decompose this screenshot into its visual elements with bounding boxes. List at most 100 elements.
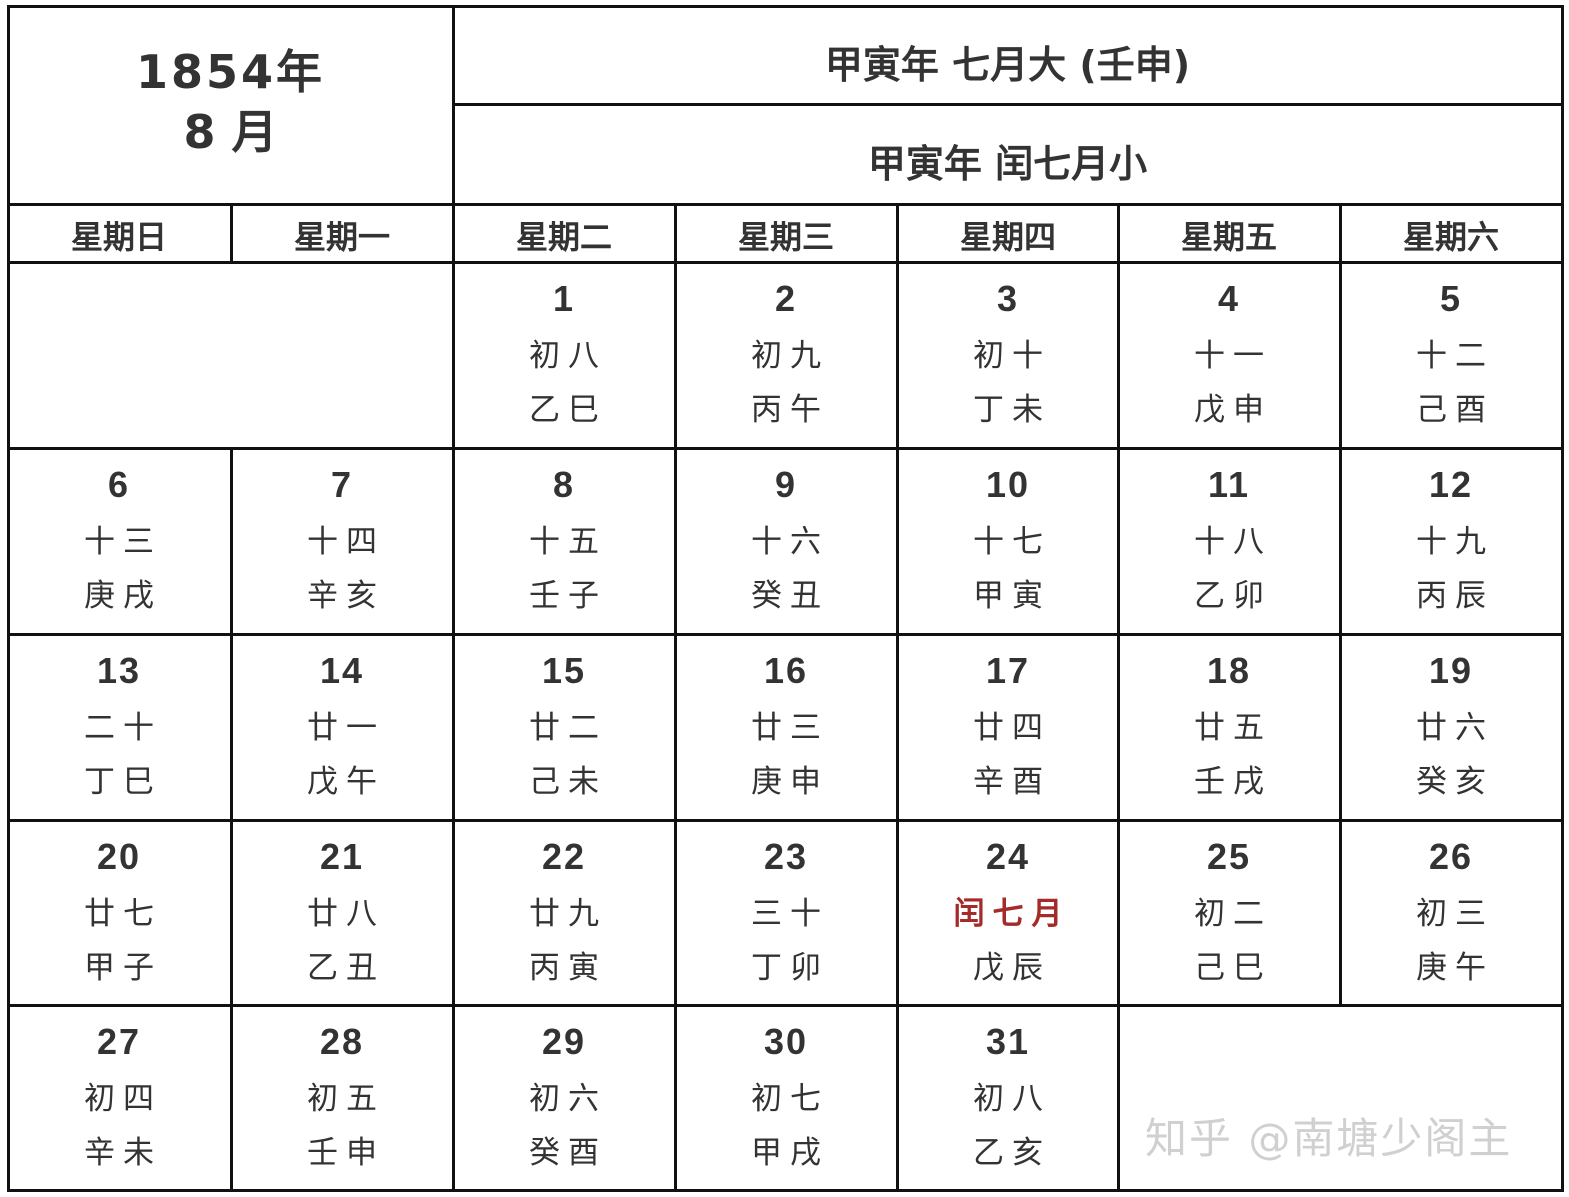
grid-line <box>1339 634 1342 820</box>
ganzhi-day: 辛酉 <box>973 764 1051 800</box>
grid-line <box>7 447 1564 450</box>
day-number: 23 <box>763 836 809 877</box>
grid-line <box>230 634 233 820</box>
grid-line <box>452 262 455 448</box>
grid-line <box>896 448 899 634</box>
day-number: 9 <box>774 464 798 505</box>
ganzhi-day: 丁卯 <box>751 950 829 986</box>
ganzhi-day: 癸亥 <box>1416 764 1494 800</box>
day-number: 20 <box>96 836 142 877</box>
day-cell: 17 廿四 辛酉 <box>897 634 1119 820</box>
day-number: 17 <box>985 650 1031 691</box>
weekday-header: 星期六 <box>1402 218 1499 256</box>
grid-line <box>7 203 1564 206</box>
lunar-date: 初八 <box>529 338 607 374</box>
grid-line <box>674 634 677 820</box>
day-number: 27 <box>96 1021 142 1062</box>
day-cell: 1 初八 乙巳 <box>453 262 675 448</box>
grid-line <box>230 448 233 634</box>
grid-line <box>7 633 1564 636</box>
ganzhi-day: 丙午 <box>751 392 829 428</box>
ganzhi-day: 己巳 <box>1194 950 1272 986</box>
ganzhi-day: 丙辰 <box>1416 578 1494 614</box>
grid-line <box>452 1005 455 1190</box>
lunar-date: 廿四 <box>973 710 1051 746</box>
lunar-date: 初五 <box>307 1081 385 1117</box>
lunar-date: 廿三 <box>751 710 829 746</box>
grid-line <box>7 819 1564 822</box>
lunar-date: 十五 <box>529 524 607 560</box>
day-cell: 9 十六 癸丑 <box>675 448 897 634</box>
lunar-month-title-2: 甲寅年 闰七月小 <box>867 142 1148 186</box>
lunar-date: 十七 <box>973 524 1051 560</box>
lunar-date: 十一 <box>1194 338 1272 374</box>
grid-line <box>1117 262 1120 448</box>
day-cell: 4 十一 戊申 <box>1118 262 1340 448</box>
ganzhi-day: 壬申 <box>307 1135 385 1171</box>
ganzhi-day: 乙亥 <box>973 1135 1051 1171</box>
lunar-date: 二十 <box>84 710 162 746</box>
day-number: 22 <box>541 836 587 877</box>
ganzhi-day: 丙寅 <box>529 950 607 986</box>
lunar-date: 廿五 <box>1194 710 1272 746</box>
grid-line <box>230 820 233 1005</box>
weekday-header: 星期四 <box>959 218 1056 256</box>
day-cell: 26 初三 庚午 <box>1340 820 1562 1006</box>
day-number: 5 <box>1439 278 1463 319</box>
day-cell: 19 廿六 癸亥 <box>1340 634 1562 820</box>
grid-line <box>452 634 455 820</box>
lunar-date: 闰七月 <box>953 896 1071 932</box>
day-number: 28 <box>319 1021 365 1062</box>
lunar-date: 十四 <box>307 524 385 560</box>
ganzhi-day: 戊午 <box>307 764 385 800</box>
ganzhi-day: 丁巳 <box>84 764 162 800</box>
ganzhi-day: 戊申 <box>1194 392 1272 428</box>
ganzhi-day: 癸丑 <box>751 578 829 614</box>
grid-line <box>230 204 233 262</box>
day-number: 7 <box>330 464 354 505</box>
lunar-date: 廿七 <box>84 896 162 932</box>
lunar-date: 十六 <box>751 524 829 560</box>
lunar-date: 初八 <box>973 1081 1051 1117</box>
lunar-date: 廿二 <box>529 710 607 746</box>
day-number: 29 <box>541 1021 587 1062</box>
day-cell: 20 廿七 甲子 <box>8 820 230 1006</box>
grid-line <box>1339 204 1342 262</box>
grid-line <box>1117 448 1120 634</box>
lunar-month-title-1: 甲寅年 七月大 (壬申) <box>824 43 1191 87</box>
day-cell: 6 十三 庚戌 <box>8 448 230 634</box>
grid-line <box>7 5 1564 8</box>
weekday-header: 星期二 <box>515 218 612 256</box>
day-number: 2 <box>774 278 798 319</box>
gregorian-year: 1854年 <box>135 45 326 99</box>
day-cell: 7 十四 辛亥 <box>231 448 453 634</box>
ganzhi-day: 乙丑 <box>307 950 385 986</box>
weekday-header: 星期五 <box>1180 218 1277 256</box>
day-cell: 24 闰七月 戊辰 <box>897 820 1119 1006</box>
ganzhi-day: 甲寅 <box>973 578 1051 614</box>
day-cell: 12 十九 丙辰 <box>1340 448 1562 634</box>
day-number: 12 <box>1428 464 1474 505</box>
day-cell: 29 初六 癸酉 <box>453 1005 675 1191</box>
grid-line <box>453 103 1563 106</box>
lunar-date: 廿六 <box>1416 710 1494 746</box>
day-cell: 13 二十 丁巳 <box>8 634 230 820</box>
grid-line <box>1339 820 1342 1005</box>
day-number: 31 <box>985 1021 1031 1062</box>
day-cell: 8 十五 壬子 <box>453 448 675 634</box>
weekday-header: 星期一 <box>293 218 390 256</box>
lunar-date: 初九 <box>751 338 829 374</box>
grid-line <box>674 204 677 262</box>
day-cell: 21 廿八 乙丑 <box>231 820 453 1006</box>
day-number: 14 <box>319 650 365 691</box>
grid-line <box>7 261 1564 264</box>
ganzhi-day: 乙巳 <box>529 392 607 428</box>
day-cell: 25 初二 己巳 <box>1118 820 1340 1006</box>
ganzhi-day: 辛亥 <box>307 578 385 614</box>
day-cell: 28 初五 壬申 <box>231 1005 453 1191</box>
day-cell: 11 十八 乙卯 <box>1118 448 1340 634</box>
day-number: 15 <box>541 650 587 691</box>
lunar-date: 初十 <box>973 338 1051 374</box>
day-cell: 22 廿九 丙寅 <box>453 820 675 1006</box>
grid-line <box>1117 204 1120 262</box>
